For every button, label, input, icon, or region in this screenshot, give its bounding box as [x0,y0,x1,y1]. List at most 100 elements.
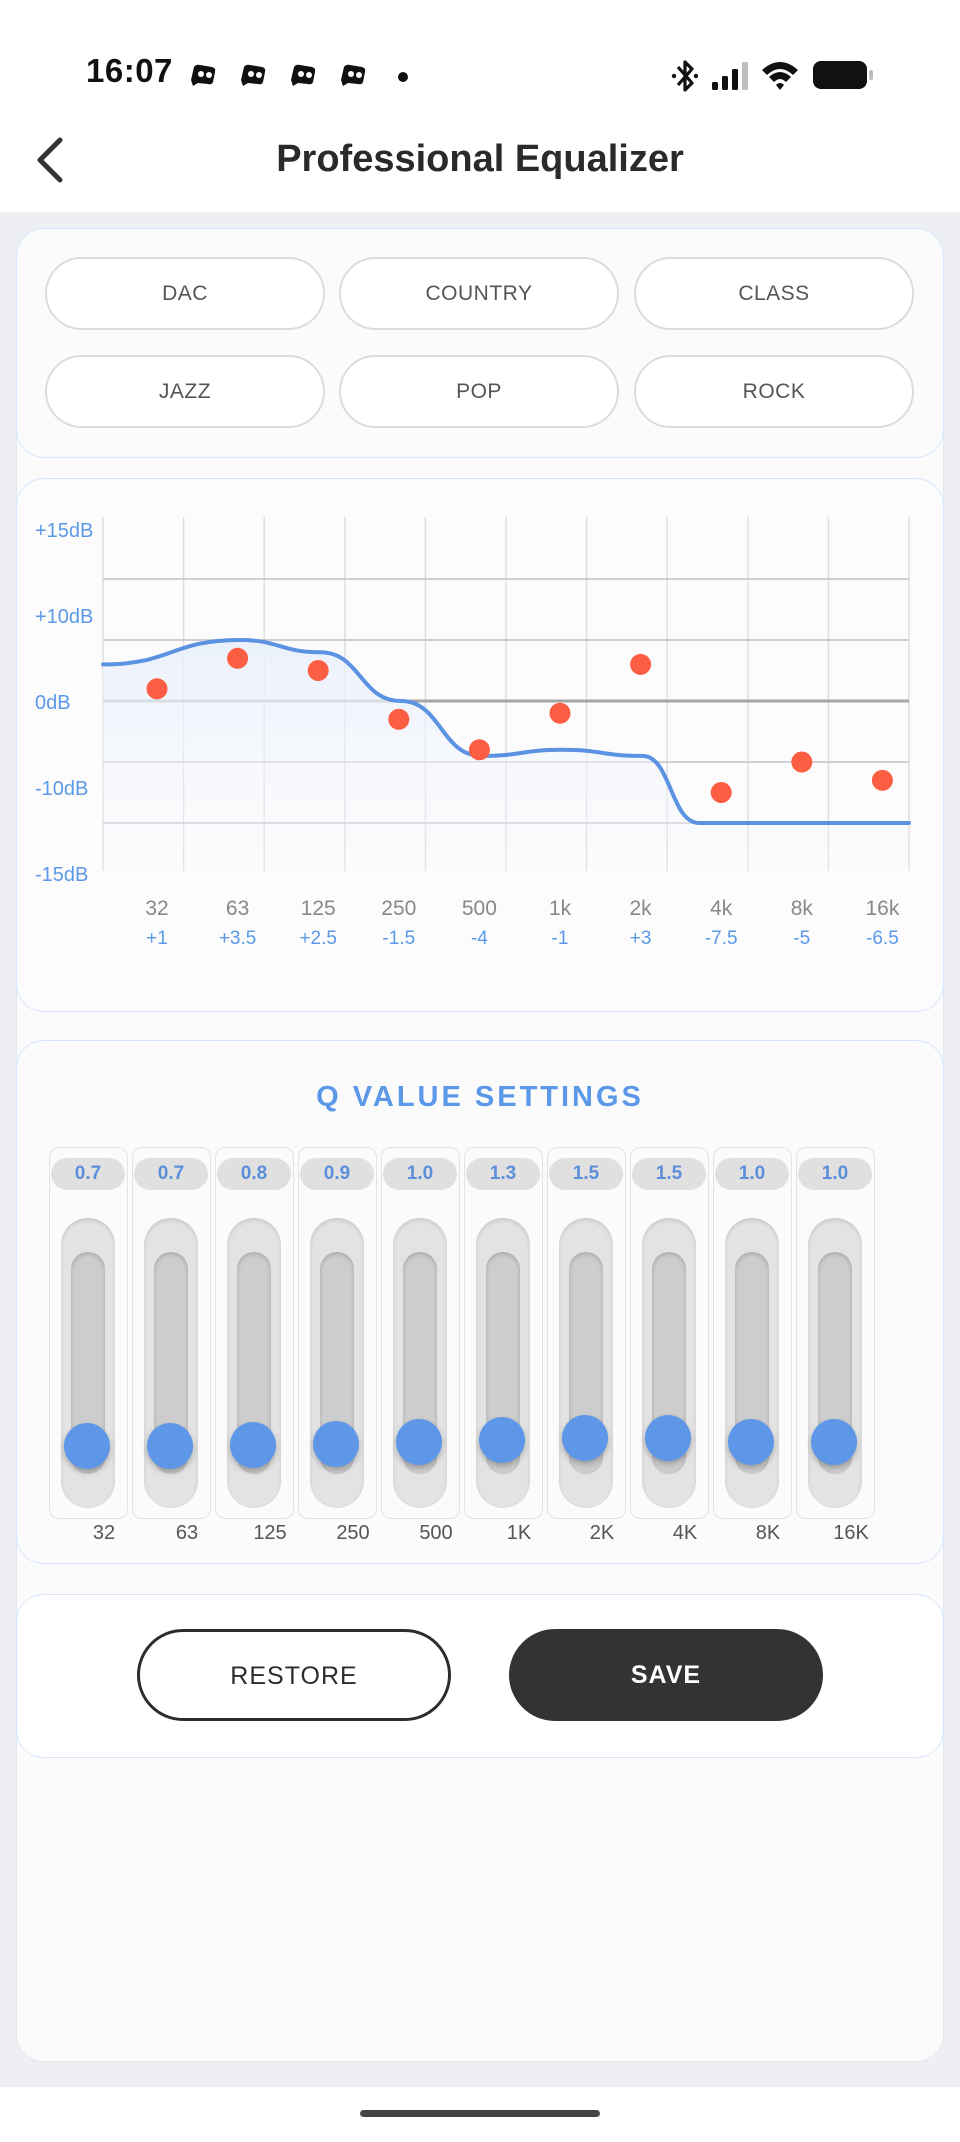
y-tick-label: +15dB [35,520,93,542]
x-tick-label: 250 [381,897,416,920]
q-settings-panel: Q VALUE SETTINGS 0.7 0.7 0.8 0.9 1.0 1.3 1.5 1.… [16,1040,944,1564]
q-value-badge: 0.8 [217,1158,291,1190]
q-value-badge: 1.0 [798,1158,872,1190]
eq-band-point [871,769,893,791]
band-gain-label: -1.5 [382,928,415,949]
battery-icon [813,61,873,89]
x-tick-label: 8k [791,897,814,920]
q-slider-knob[interactable] [645,1415,691,1461]
q-slider-knob[interactable] [811,1419,857,1465]
band-gain-label: -7.5 [705,928,738,949]
q-slider-knob[interactable] [230,1422,276,1468]
app-notification-icon [191,64,216,86]
y-tick-label: -10dB [35,778,88,800]
q-value-badge: 1.5 [549,1158,623,1190]
q-slider-knob[interactable] [313,1421,359,1467]
x-tick-label: 125 [301,897,336,920]
home-indicator[interactable] [360,2110,600,2117]
back-button[interactable] [30,126,86,194]
eq-band-point [710,782,732,803]
preset-panel: DAC COUNTRY CLASS JAZZ POP ROCK [16,228,944,458]
eq-band-point [388,708,410,730]
status-time: 16:07 [86,52,173,89]
app-notification-icon [241,64,266,86]
chevron-left-icon [37,137,63,183]
eq-band-point [549,702,571,724]
band-gain-label: -4 [471,928,488,949]
preset-button-class[interactable]: CLASS [634,257,914,330]
q-slider-16k[interactable]: 1.0 [796,1147,875,1519]
q-band-label: 500 [419,1522,453,1544]
eq-band-point [146,678,168,700]
band-gain-label: +1 [146,928,168,949]
preset-button-country[interactable]: COUNTRY [339,257,619,330]
bluetooth-icon [671,60,699,92]
q-band-label: 4K [672,1522,698,1544]
q-value-badge: 0.9 [300,1158,374,1190]
page-title: Professional Equalizer [276,138,684,180]
q-slider-knob[interactable] [396,1419,442,1465]
x-tick-label: 2k [630,897,653,920]
eq-band-point [468,739,490,761]
x-tick-label: 32 [145,897,168,920]
q-slider-knob[interactable] [728,1419,774,1465]
band-gain-label: +2.5 [299,928,337,949]
q-slider-knob[interactable] [64,1423,110,1469]
signal-icon [712,62,748,90]
x-tick-label: 63 [226,897,249,920]
eq-chart-panel: +15dB +10dB 0dB -10dB -15dB 32 +1 63 +3.5 125 +2.5… [16,478,944,1012]
more-notifications-dot [398,72,408,82]
q-band-label: 250 [336,1522,370,1544]
q-value-badge: 1.5 [632,1158,706,1190]
q-value-badge: 1.3 [466,1158,540,1190]
q-value-badge: 0.7 [51,1158,125,1190]
eq-response-curve [101,637,911,825]
q-slider-knob[interactable] [562,1415,608,1461]
band-gain-label: -6.5 [866,928,899,949]
x-tick-label: 16k [865,897,899,920]
q-value-badge: 1.0 [383,1158,457,1190]
band-gain-label: -1 [552,928,569,949]
eq-chart[interactable]: +15dB +10dB 0dB -10dB -15dB 32 +1 63 +3.5 125 +2.5… [17,479,943,1011]
q-value-badge: 1.0 [715,1158,789,1190]
q-slider-250[interactable]: 0.9 [298,1147,377,1519]
eq-band-point [227,647,249,669]
action-panel: RESTORE SAVE [16,1594,944,1758]
q-slider-125[interactable]: 0.8 [215,1147,294,1519]
q-slider-4k[interactable]: 1.5 [630,1147,709,1519]
q-slider-8k[interactable]: 1.0 [713,1147,792,1519]
app-header: Professional Equalizer [0,120,960,212]
eq-band-point [630,653,652,675]
q-slider-knob[interactable] [479,1417,525,1463]
preset-button-jazz[interactable]: JAZZ [45,355,325,428]
y-tick-label: 0dB [35,692,71,714]
q-slider-32[interactable]: 0.7 [49,1147,128,1519]
app-notification-icon [291,64,316,86]
q-slider-1k[interactable]: 1.3 [464,1147,543,1519]
q-slider-500[interactable]: 1.0 [381,1147,460,1519]
restore-button[interactable]: RESTORE [137,1629,451,1721]
save-button[interactable]: SAVE [509,1629,823,1721]
q-band-label: 8K [755,1522,781,1544]
q-band-label: 16K [833,1522,869,1544]
band-gain-label: +3 [630,928,652,949]
q-value-badge: 0.7 [134,1158,208,1190]
q-band-label: 125 [253,1522,287,1544]
q-band-label: 2K [589,1522,615,1544]
q-slider-2k[interactable]: 1.5 [547,1147,626,1519]
band-gain-label: -5 [793,928,810,949]
q-band-label: 32 [92,1522,116,1544]
eq-band-point [307,660,329,681]
preset-button-rock[interactable]: ROCK [634,355,914,428]
y-tick-label: -15dB [35,864,88,886]
q-band-label: 1K [506,1522,532,1544]
status-bar: 16:07 [0,0,960,120]
q-slider-63[interactable]: 0.7 [132,1147,211,1519]
band-gain-label: +3.5 [219,928,257,949]
preset-button-dac[interactable]: DAC [45,257,325,330]
q-settings-title: Q VALUE SETTINGS [316,1081,644,1113]
eq-band-point [791,751,813,773]
q-slider-knob[interactable] [147,1423,193,1469]
preset-button-pop[interactable]: POP [339,355,619,428]
x-tick-label: 500 [462,897,497,920]
